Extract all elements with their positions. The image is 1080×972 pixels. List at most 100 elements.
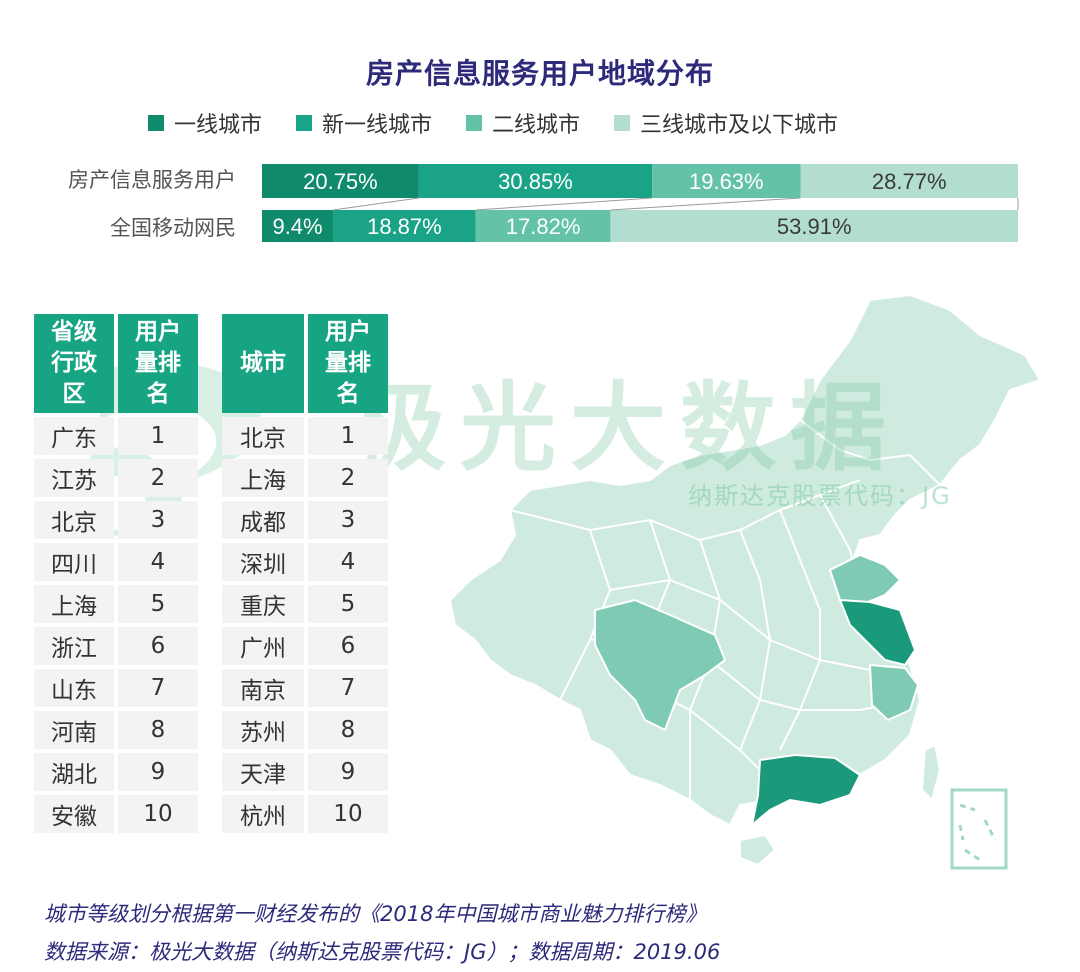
city-table-name-cell: 重庆 xyxy=(222,585,304,623)
header-line: 省级 xyxy=(51,319,97,345)
bar-value-label: 53.91% xyxy=(777,214,852,239)
province-table-name-cell: 北京 xyxy=(34,501,114,539)
city-table-rank-cell: 4 xyxy=(308,543,388,581)
province-table-name-cell: 河南 xyxy=(34,711,114,749)
legend-label-tier1: 一线城市 xyxy=(174,113,263,138)
province-table-rank-cell: 9 xyxy=(118,753,198,791)
header-line: 用户 xyxy=(135,319,181,345)
legend-label-tier3: 三线城市及以下城市 xyxy=(640,113,839,138)
bar-segment xyxy=(262,164,419,198)
city-table-rank-cell: 9 xyxy=(308,753,388,791)
province-table-row: 浙江 6 xyxy=(34,627,198,665)
city-table-row: 天津 9 xyxy=(222,753,388,791)
province-table-row: 四川 4 xyxy=(34,543,198,581)
city-table-row: 杭州 10 xyxy=(222,795,388,833)
city-table-row: 深圳 4 xyxy=(222,543,388,581)
legend-item-tier1: 一线城市 xyxy=(148,107,262,139)
footnote-city-tier-source: 城市等级划分根据第一财经发布的《2018年中国城市商业魅力排行榜》 xyxy=(44,902,707,926)
city-table-rank-cell: 2 xyxy=(308,459,388,497)
city-table-rank-cell: 1 xyxy=(308,417,388,455)
legend-swatch-tier1 xyxy=(148,115,164,131)
province-table-rank-cell: 3 xyxy=(118,501,198,539)
bar-value-label: 17.82% xyxy=(506,214,581,239)
province-table-row: 湖北 9 xyxy=(34,753,198,791)
province-table-name-cell: 山东 xyxy=(34,669,114,707)
city-table-rank-cell: 8 xyxy=(308,711,388,749)
city-table-name-cell: 成都 xyxy=(222,501,304,539)
province-table-row: 上海 5 xyxy=(34,585,198,623)
city-table-name-cell: 广州 xyxy=(222,627,304,665)
city-table-rank-cell: 10 xyxy=(308,795,388,833)
bar-connector-line xyxy=(332,197,419,211)
header-line: 名 xyxy=(336,381,360,407)
province-table-rank-cell: 5 xyxy=(118,585,198,623)
header-line: 用户 xyxy=(325,319,371,345)
bar-segment xyxy=(333,210,476,242)
map-taiwan xyxy=(920,743,942,802)
map-guangdong xyxy=(750,753,862,828)
bar-segment xyxy=(418,164,653,198)
city-table-rank-cell: 7 xyxy=(308,669,388,707)
province-table-rank-cell: 2 xyxy=(118,459,198,497)
city-table-row: 苏州 8 xyxy=(222,711,388,749)
province-table-row: 江苏 2 xyxy=(34,459,198,497)
header-line: 名 xyxy=(146,381,170,407)
province-table-rank-cell: 1 xyxy=(118,417,198,455)
province-table-row: 河南 8 xyxy=(34,711,198,749)
city-table-name-cell: 天津 xyxy=(222,753,304,791)
province-table-name-cell: 上海 xyxy=(34,585,114,623)
city-table-name-cell: 南京 xyxy=(222,669,304,707)
city-table-name-cell: 上海 xyxy=(222,459,304,497)
bar-connector-line xyxy=(610,197,801,211)
map-south-china-sea-inset xyxy=(950,788,1008,870)
city-table-rank-cell: 5 xyxy=(308,585,388,623)
legend-swatch-new-tier1 xyxy=(296,115,313,131)
province-table-rank-cell: 6 xyxy=(118,627,198,665)
city-ranking-table: 城市 用户 量排 名 北京 1 上海 2 成都 3 深圳 4 重庆 5 广州 6 南京 7 苏州 8 天津 9 杭州… xyxy=(218,310,392,837)
city-table-name-cell: 杭州 xyxy=(222,795,304,833)
legend-item-new-tier1: 新一线城市 xyxy=(296,107,432,139)
header-line: 区 xyxy=(62,381,86,407)
city-table-row: 广州 6 xyxy=(222,627,388,665)
map-hainan xyxy=(739,833,777,867)
province-table-name-cell: 湖北 xyxy=(34,753,114,791)
bar-segment xyxy=(800,164,1018,198)
city-table-row: 成都 3 xyxy=(222,501,388,539)
header-line: 量排 xyxy=(325,350,371,376)
bar-connector-line xyxy=(475,197,653,211)
bar-segment xyxy=(610,210,1018,242)
city-table-header-row: 城市 用户 量排 名 xyxy=(222,314,388,413)
bar-category-label-netizens: 全国移动网民 xyxy=(110,216,236,240)
header-line: 行政 xyxy=(51,350,97,376)
map-inset-islands xyxy=(958,803,997,862)
province-table-rank-cell: 4 xyxy=(118,543,198,581)
province-table-name-cell: 浙江 xyxy=(34,627,114,665)
bar-segment xyxy=(262,210,334,242)
city-table-name-cell: 苏州 xyxy=(222,711,304,749)
city-table-row: 重庆 5 xyxy=(222,585,388,623)
province-table-name-cell: 安徽 xyxy=(34,795,114,833)
province-table-rank-cell: 8 xyxy=(118,711,198,749)
footnote-data-source: 数据来源：极光大数据（纳斯达克股票代码：JG）；数据周期：2019.06 xyxy=(44,940,721,964)
city-table-row: 上海 2 xyxy=(222,459,388,497)
chart-title: 房产信息服务用户地域分布 xyxy=(365,57,714,90)
city-header-city: 城市 xyxy=(222,314,304,413)
province-table-row: 山东 7 xyxy=(34,669,198,707)
province-table-row: 广东 1 xyxy=(34,417,198,455)
province-table-name-cell: 四川 xyxy=(34,543,114,581)
legend-swatch-tier2 xyxy=(466,115,483,131)
city-table-row: 北京 1 xyxy=(222,417,388,455)
city-table-body: 北京 1 上海 2 成都 3 深圳 4 重庆 5 广州 6 南京 7 苏州 8 天津 9 杭州 10 xyxy=(222,417,388,833)
header-line: 城市 xyxy=(240,350,286,376)
city-table-row: 南京 7 xyxy=(222,669,388,707)
china-map xyxy=(448,293,1042,870)
bar-category-label-users: 房产信息服务用户 xyxy=(68,168,236,192)
province-table-row: 北京 3 xyxy=(34,501,198,539)
bar-value-label: 9.4% xyxy=(272,214,322,239)
city-table-rank-cell: 3 xyxy=(308,501,388,539)
province-table-rank-cell: 10 xyxy=(118,795,198,833)
bar-segment xyxy=(652,164,801,198)
map-zhejiang xyxy=(868,663,920,722)
bar-value-label: 18.87% xyxy=(367,214,442,239)
map-jiangsu xyxy=(838,598,917,667)
